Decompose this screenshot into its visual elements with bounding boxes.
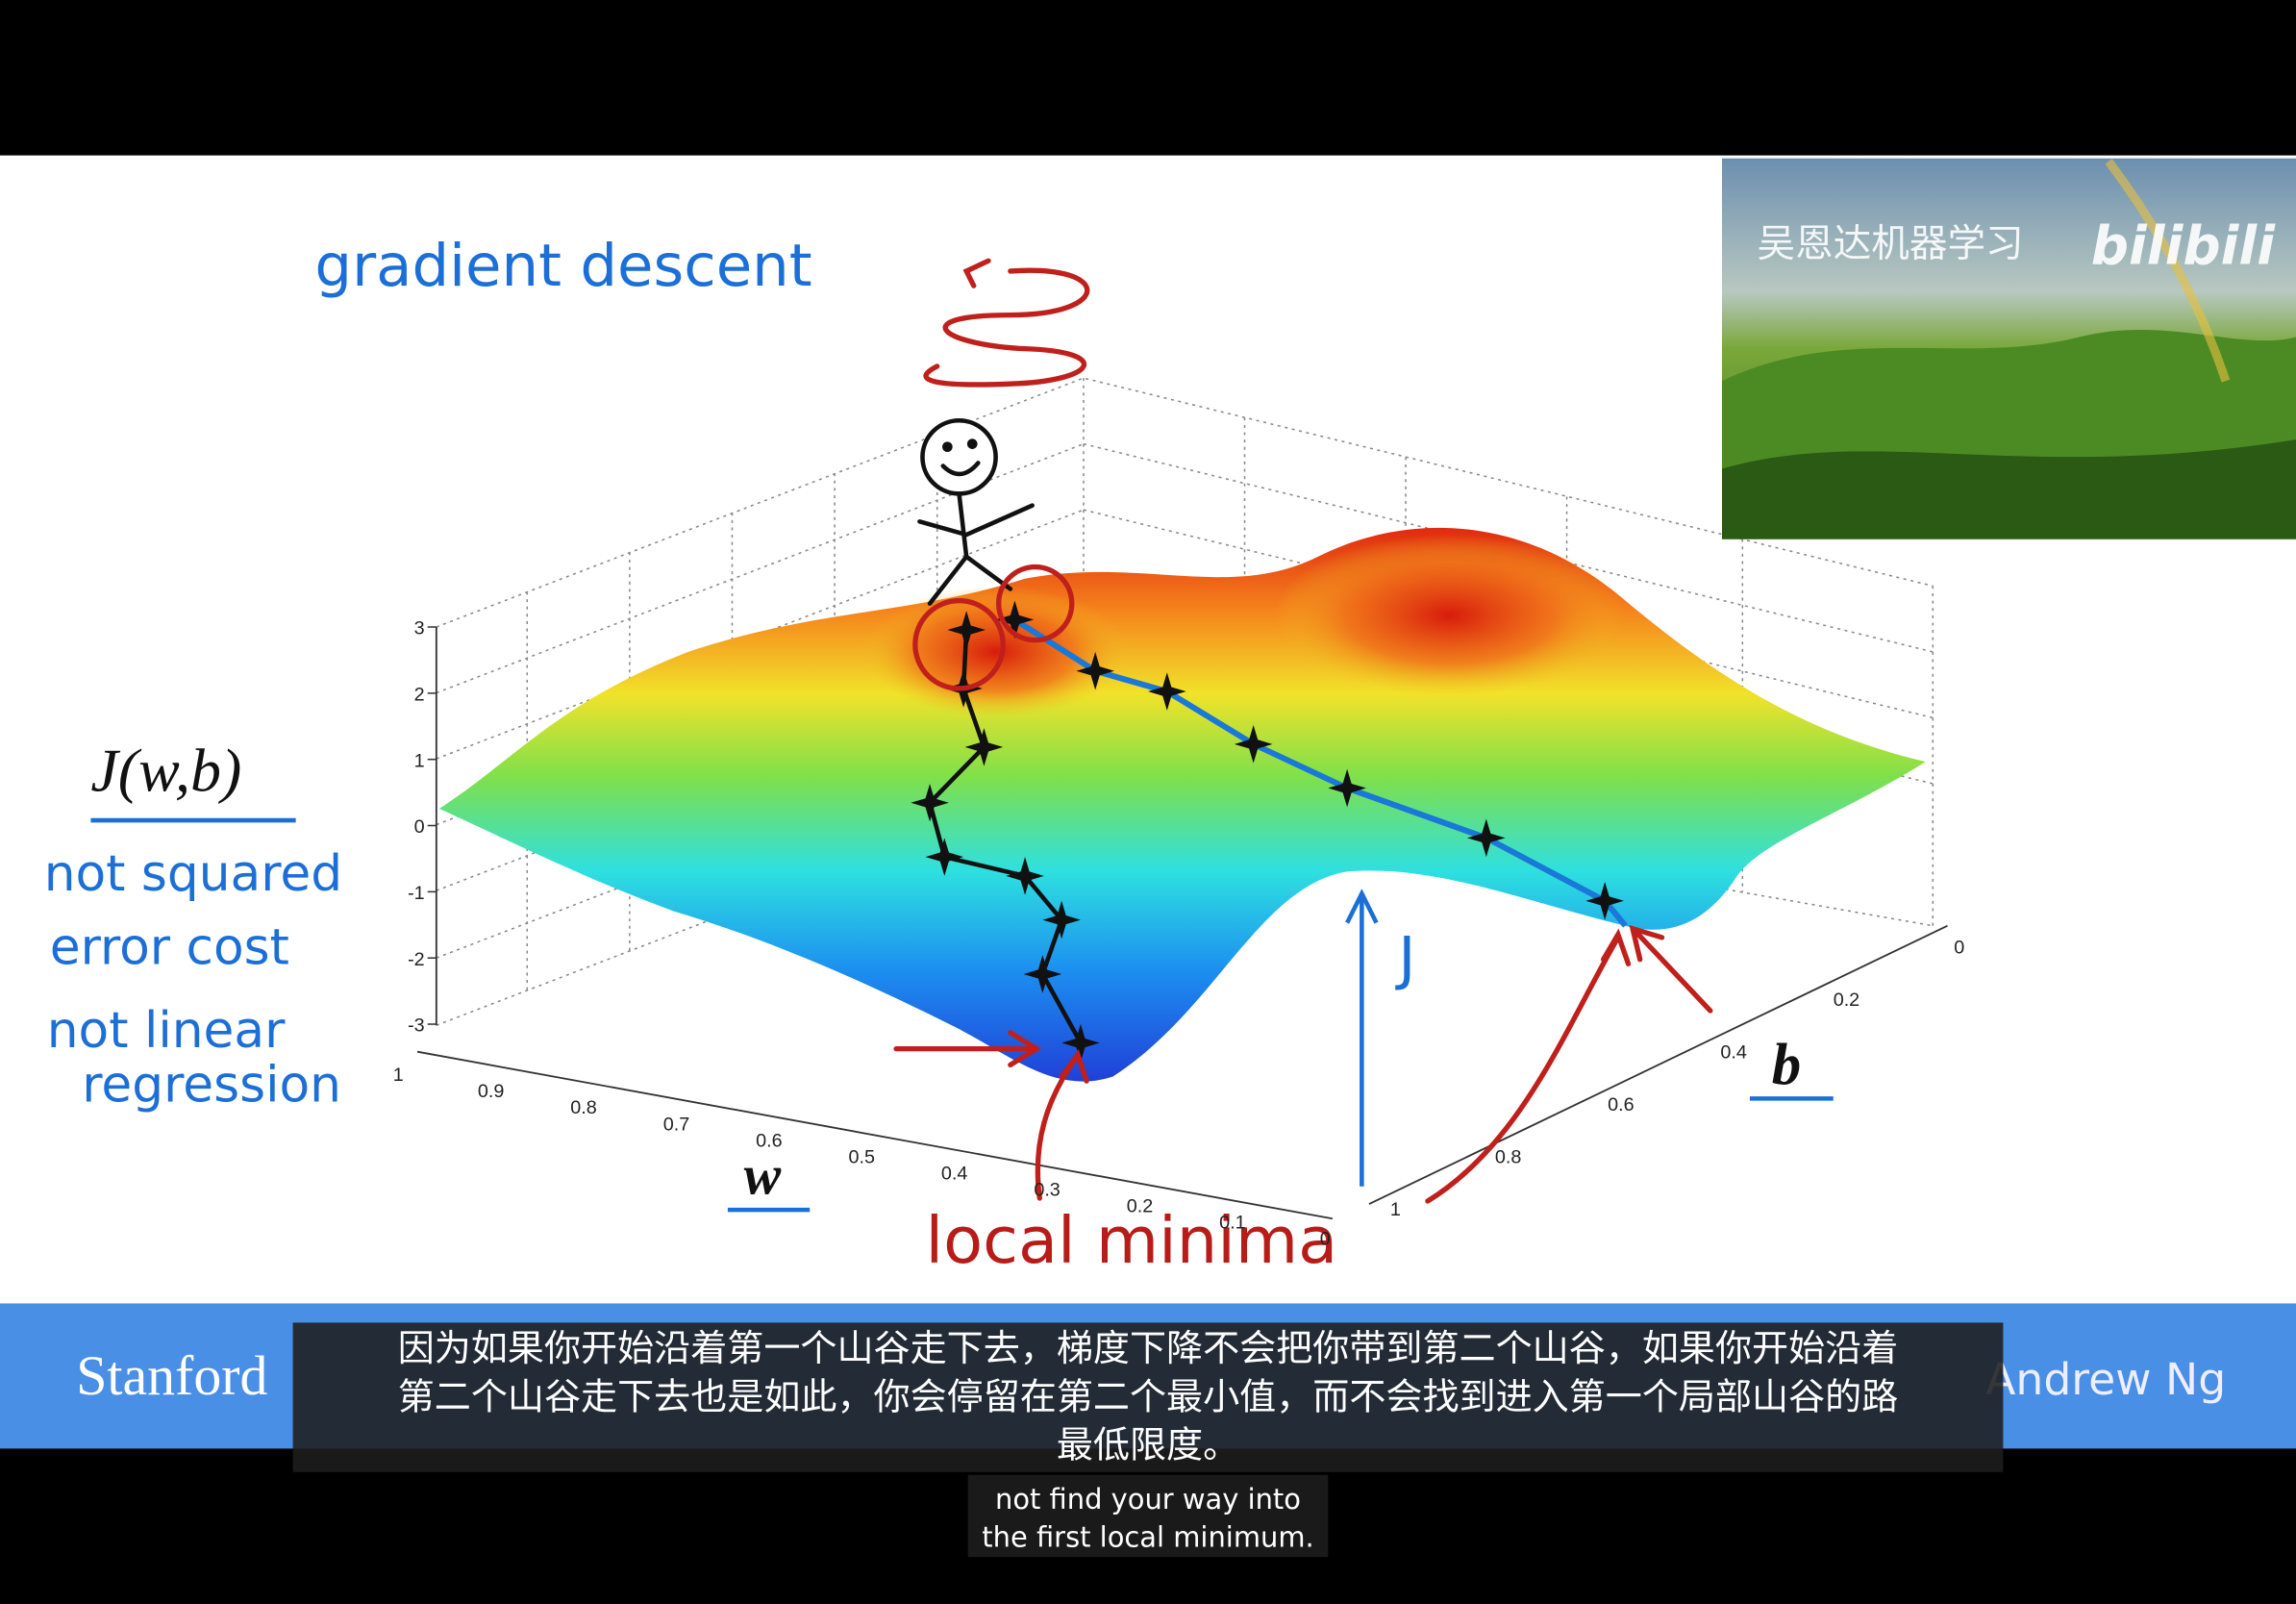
note: not linear [47, 1002, 286, 1060]
step-markers [911, 600, 1624, 1063]
subtitle-zh: 第二个山谷走下去也是如此，你会停留在第二个最小值，而不会找到进入第一个局部山谷的… [398, 1375, 1899, 1417]
surface-peak [1273, 535, 1626, 696]
w-tick-label: 0.5 [849, 1146, 876, 1167]
step-marker [1076, 651, 1114, 690]
w-tick-label: 0.3 [1034, 1180, 1061, 1201]
descent-path [1012, 616, 1628, 928]
b-tick-label: 0.2 [1834, 990, 1860, 1011]
b-tick-label: 0.4 [1720, 1042, 1747, 1064]
b-tick-label: 0.6 [1608, 1094, 1635, 1115]
step-marker [947, 611, 986, 649]
axis-ticks: 3 2 1 0 -1 -2 -3 1 0.9 0.8 0.7 0.6 0.5 0.4 0.3 0.2 0.1 0 0… [393, 618, 1964, 1250]
subtitle-box [967, 1474, 1329, 1558]
step-marker [1006, 857, 1044, 895]
logo: bilibili [2091, 214, 2276, 276]
subtitles: 因为如果你开始沿着第一个山谷走下去，梯度下降不会把你带到第二个山谷，如果你开始沿… [398, 1327, 1899, 1553]
hills [1722, 439, 2296, 539]
step-marker [1061, 1023, 1100, 1063]
w-tick-label: 0.7 [663, 1114, 690, 1135]
subtitle-zh: 最低限度。 [1057, 1424, 1239, 1466]
b-tick-label: 1 [1390, 1199, 1401, 1220]
channel-name: 吴恩达机器学习 [1758, 222, 2024, 266]
z-tick-label: -1 [408, 883, 425, 904]
blue-annotations [90, 817, 1834, 1213]
step-marker [1023, 955, 1062, 993]
w-tick-label: 0 [1320, 1229, 1331, 1250]
axis-label: w [744, 1143, 782, 1206]
z-tick-label: 2 [414, 684, 425, 705]
z-tick-label: -2 [408, 949, 425, 970]
footer-right: Andrew Ng [1985, 1354, 2226, 1405]
subtitle-box [292, 1322, 2004, 1472]
step-marker [1042, 900, 1081, 940]
surface-peak [863, 586, 1128, 718]
z-tick-label: 3 [414, 618, 425, 639]
note: regression [82, 1056, 341, 1114]
z-tick-label: -3 [408, 1015, 425, 1037]
step-marker [1585, 882, 1624, 920]
step-marker [964, 728, 1004, 766]
w-tick-label: 1 [393, 1065, 404, 1086]
subtitle-en: the first local minimum. [982, 1520, 1313, 1553]
w-tick-label: 0.1 [1219, 1213, 1246, 1234]
b-tick-label: 0.8 [1495, 1147, 1522, 1168]
cost-label: J(w,b) [90, 737, 241, 805]
annotation: local minima [926, 1203, 1338, 1278]
w-tick-label: 0.9 [478, 1081, 505, 1102]
slide-title: gradient descent [314, 232, 811, 300]
step-marker [925, 838, 964, 876]
step-marker [1234, 725, 1273, 764]
w-tick-label: 0.2 [1127, 1196, 1154, 1217]
step-marker [911, 783, 949, 822]
step-marker [1148, 672, 1186, 711]
surface-label: J [1394, 925, 1415, 993]
note: not squared [44, 845, 342, 903]
footer-left: Stanford [76, 1344, 267, 1407]
channel-overlay: 吴恩达机器学习 bilibili [1722, 158, 2296, 539]
z-tick-label: 0 [414, 816, 425, 838]
w-tick-label: 0.4 [941, 1163, 968, 1184]
step-marker [1467, 818, 1506, 858]
axis-label: b [1772, 1033, 1801, 1097]
step-marker [1328, 768, 1366, 808]
z-tick-label: 1 [414, 750, 425, 771]
subtitle-en: not find your way into [995, 1483, 1301, 1516]
b-tick-label: 0 [1954, 938, 1964, 959]
red-annotations [893, 258, 1713, 1204]
note: error cost [50, 918, 289, 976]
stick-figure [917, 417, 1035, 606]
w-tick-label: 0.8 [570, 1097, 597, 1118]
subtitle-zh: 因为如果你开始沿着第一个山谷走下去，梯度下降不会把你带到第二个山谷，如果你开始沿… [398, 1327, 1899, 1369]
w-tick-label: 0.6 [756, 1130, 783, 1151]
rainbow [2105, 158, 2231, 383]
step-marker [995, 600, 1035, 639]
